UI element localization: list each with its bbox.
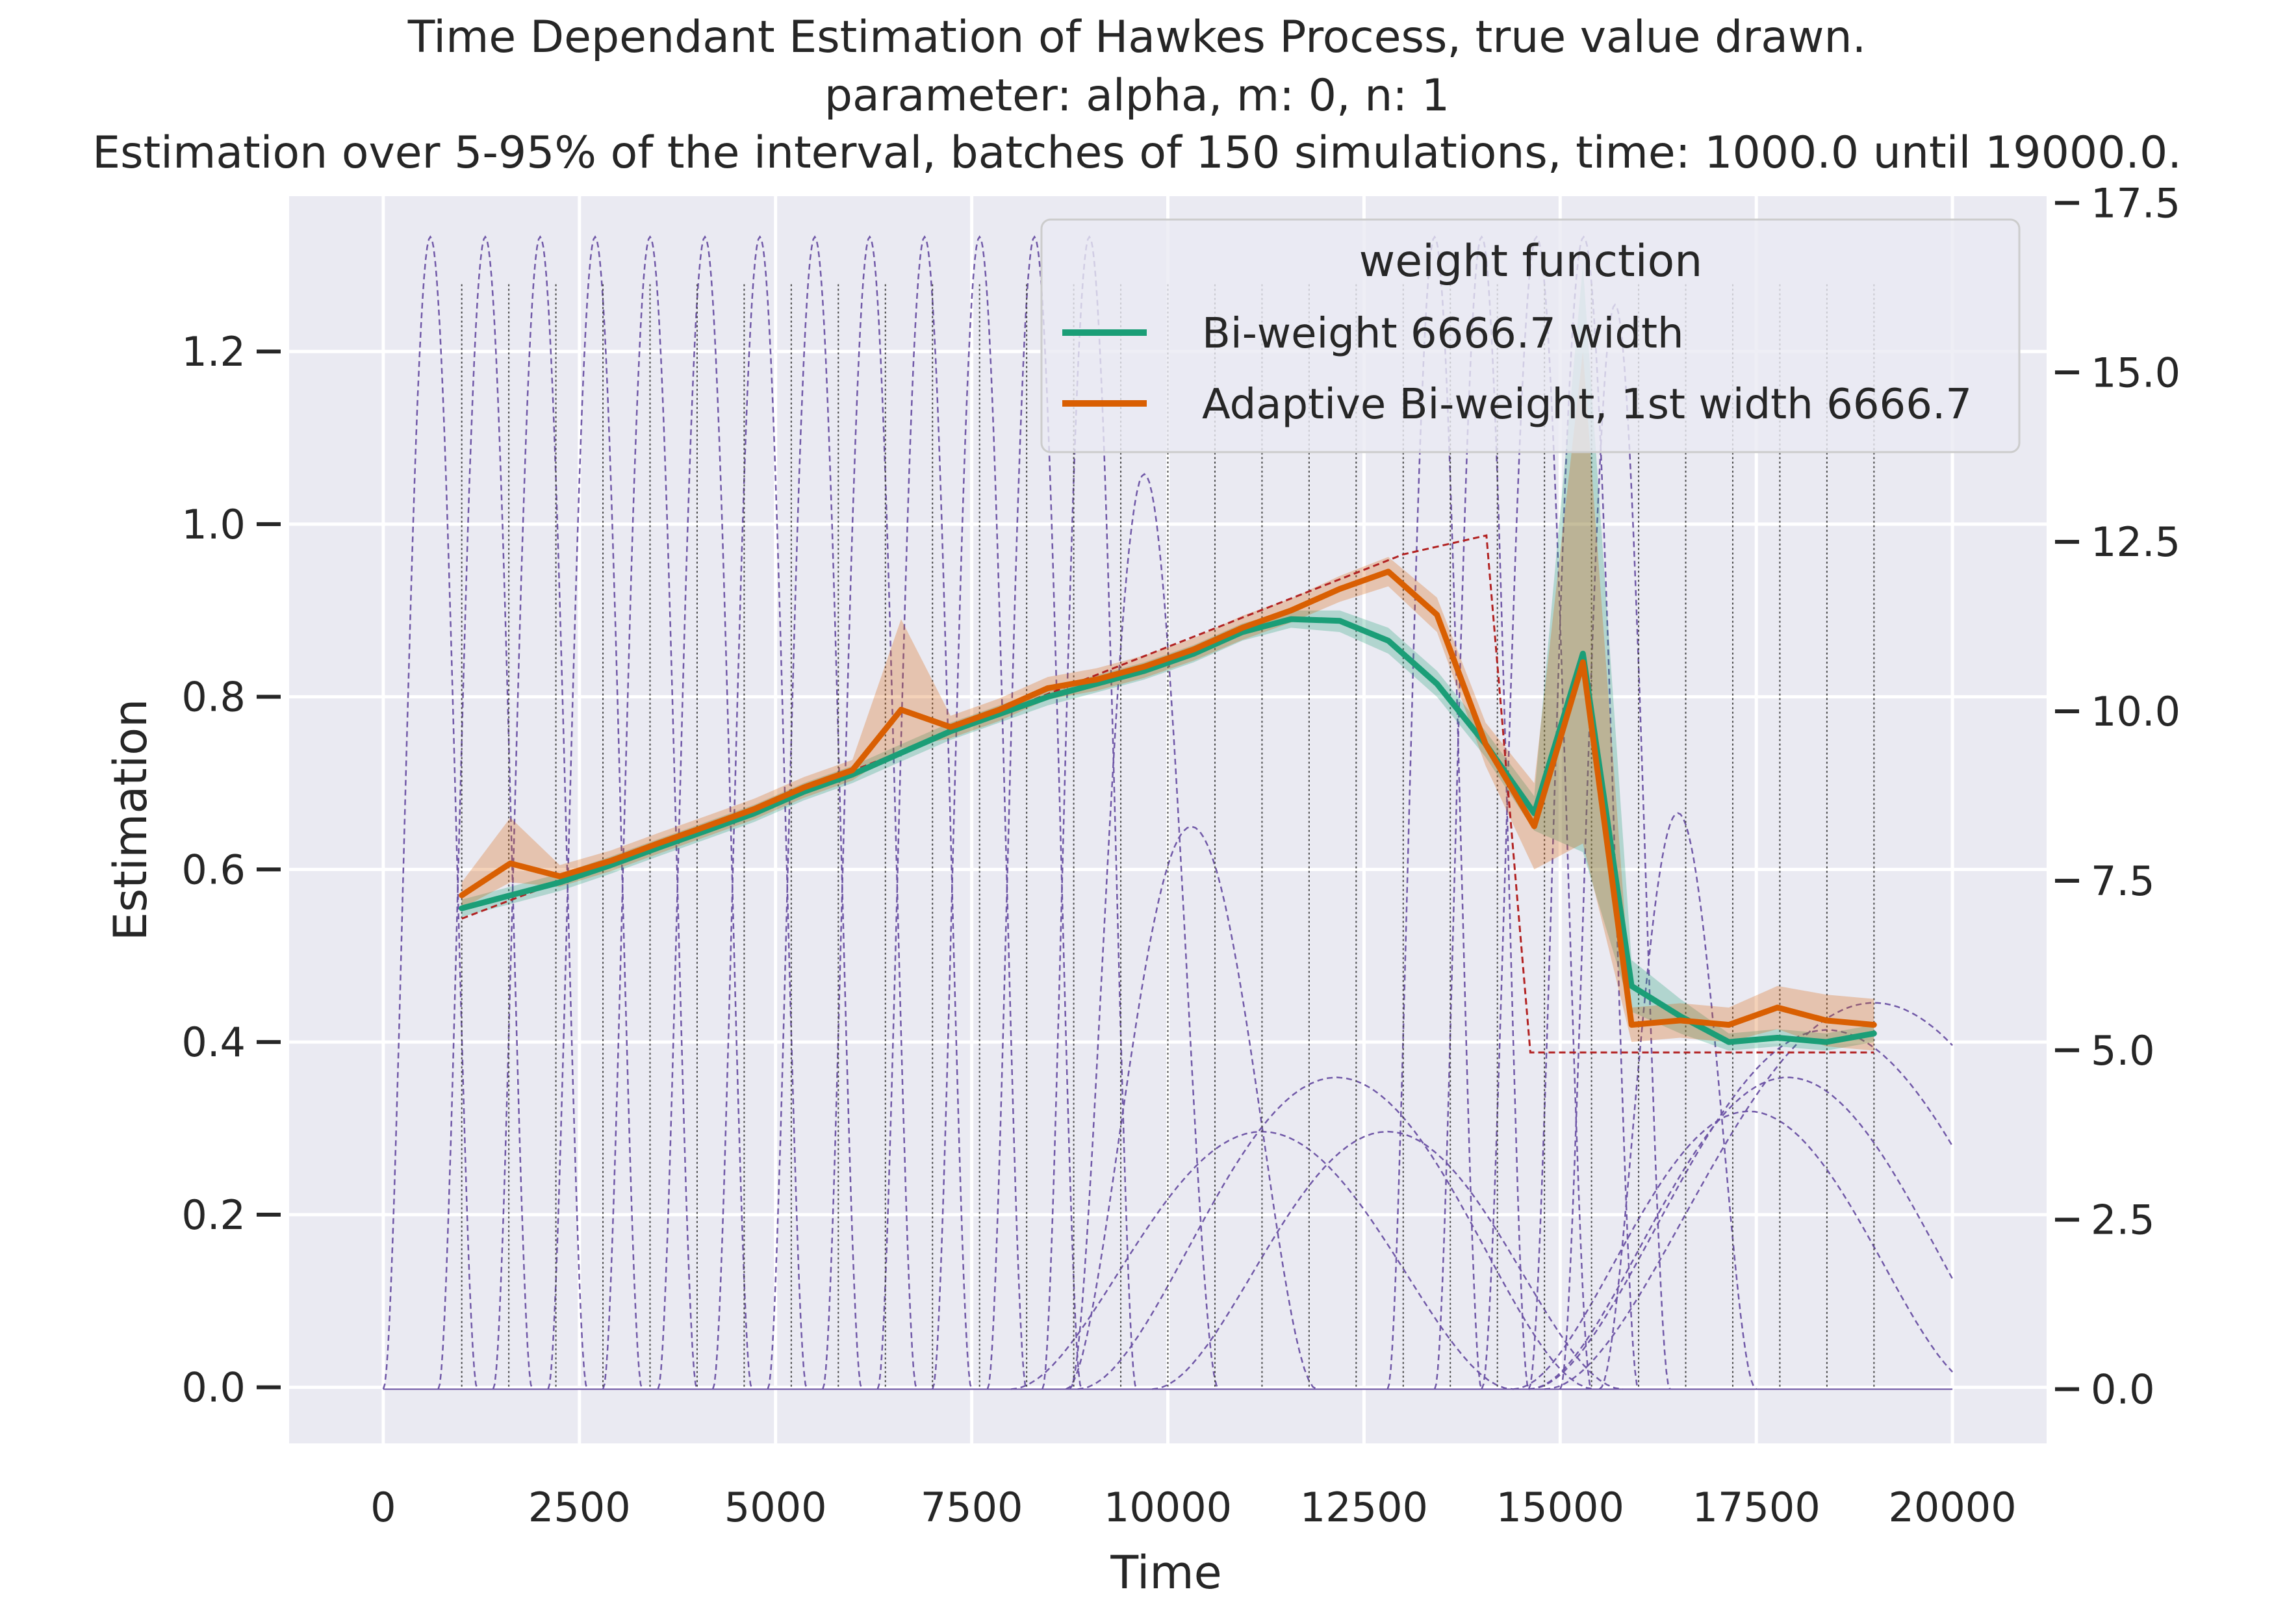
legend-label-adaptive: Adaptive Bi-weight, 1st width 6666.7	[1202, 381, 1972, 429]
y-tick-label: 0.8	[181, 674, 246, 721]
y2-tick-label: 5.0	[2091, 1027, 2155, 1074]
legend: weight function Bi-weight 6666.7 width A…	[1040, 218, 2021, 453]
kernel-bump	[1528, 1076, 1954, 1390]
y-tick-label: 0.0	[181, 1364, 246, 1412]
y2-tick-label: 10.0	[2091, 688, 2180, 735]
y2-tick-label: 2.5	[2091, 1197, 2155, 1244]
chart-title-line-1: Time Dependant Estimation of Hawkes Proc…	[407, 12, 1867, 63]
kernel-bump	[711, 235, 808, 1389]
kernel-bump	[1598, 812, 1757, 1390]
axes: 0 2500 5000 7500 10000 12500 15000 17500 20000 0.…	[181, 179, 2180, 1531]
y-tick-label: 0.6	[181, 846, 246, 893]
y-tick-label: 1.2	[181, 328, 246, 375]
y2-tick-label: 7.5	[2091, 857, 2155, 905]
kernel-bump	[492, 235, 589, 1389]
x-tick-label: 20000	[1888, 1484, 2016, 1531]
x-tick-label: 15000	[1496, 1484, 1624, 1531]
y-axis-label: Estimation	[104, 699, 157, 941]
chart-title-line-2: parameter: alpha, m: 0, n: 1	[824, 70, 1450, 121]
x-tick-label: 10000	[1104, 1484, 1232, 1531]
y2-tick-label: 12.5	[2091, 518, 2180, 566]
kernel-bump	[382, 235, 478, 1389]
x-tick-label: 0	[370, 1484, 396, 1531]
kernel-bump	[1065, 826, 1318, 1390]
series-line-biweight	[459, 616, 1877, 1045]
kernel-bump	[602, 235, 698, 1389]
y-tick-label: 0.2	[181, 1191, 246, 1239]
kernel-bump	[986, 235, 1082, 1389]
kernel-bump	[1528, 1029, 1954, 1390]
kernel-bump	[547, 235, 643, 1389]
x-axis-label: Time	[1110, 1546, 1221, 1599]
kernel-bump	[1077, 1076, 1596, 1390]
series-line-adaptive	[459, 568, 1877, 1028]
y2-tick-label: 17.5	[2091, 179, 2180, 227]
kernel-bump	[1544, 1002, 1953, 1390]
kernel-bump	[1152, 1130, 1624, 1390]
x-tick-label: 5000	[724, 1484, 827, 1531]
kernel-bump	[876, 235, 973, 1389]
y-tick-label: 1.0	[181, 501, 246, 548]
y2-tick-label: 0.0	[2091, 1366, 2155, 1414]
x-tick-label: 12500	[1300, 1484, 1428, 1531]
y-tick-label: 0.4	[181, 1019, 246, 1066]
chart-title-line-3: Estimation over 5-95% of the interval, b…	[92, 127, 2182, 179]
kernel-bump	[932, 235, 1028, 1389]
kernel-bump	[437, 235, 533, 1389]
kernel-bump	[822, 235, 918, 1389]
x-tick-label: 17500	[1693, 1484, 1820, 1531]
x-tick-label: 7500	[921, 1484, 1023, 1531]
legend-title: weight function	[1359, 236, 1703, 287]
kernel-bump	[657, 235, 753, 1389]
x-tick-label: 2500	[528, 1484, 631, 1531]
kernel-bump	[1069, 473, 1220, 1390]
series-lines	[459, 568, 1877, 1045]
legend-box	[1040, 218, 2021, 453]
kernel-bump	[767, 235, 863, 1389]
weight-kernels	[382, 235, 1954, 1390]
legend-label-biweight: Bi-weight 6666.7 width	[1202, 310, 1684, 358]
y2-tick-label: 15.0	[2091, 349, 2180, 396]
